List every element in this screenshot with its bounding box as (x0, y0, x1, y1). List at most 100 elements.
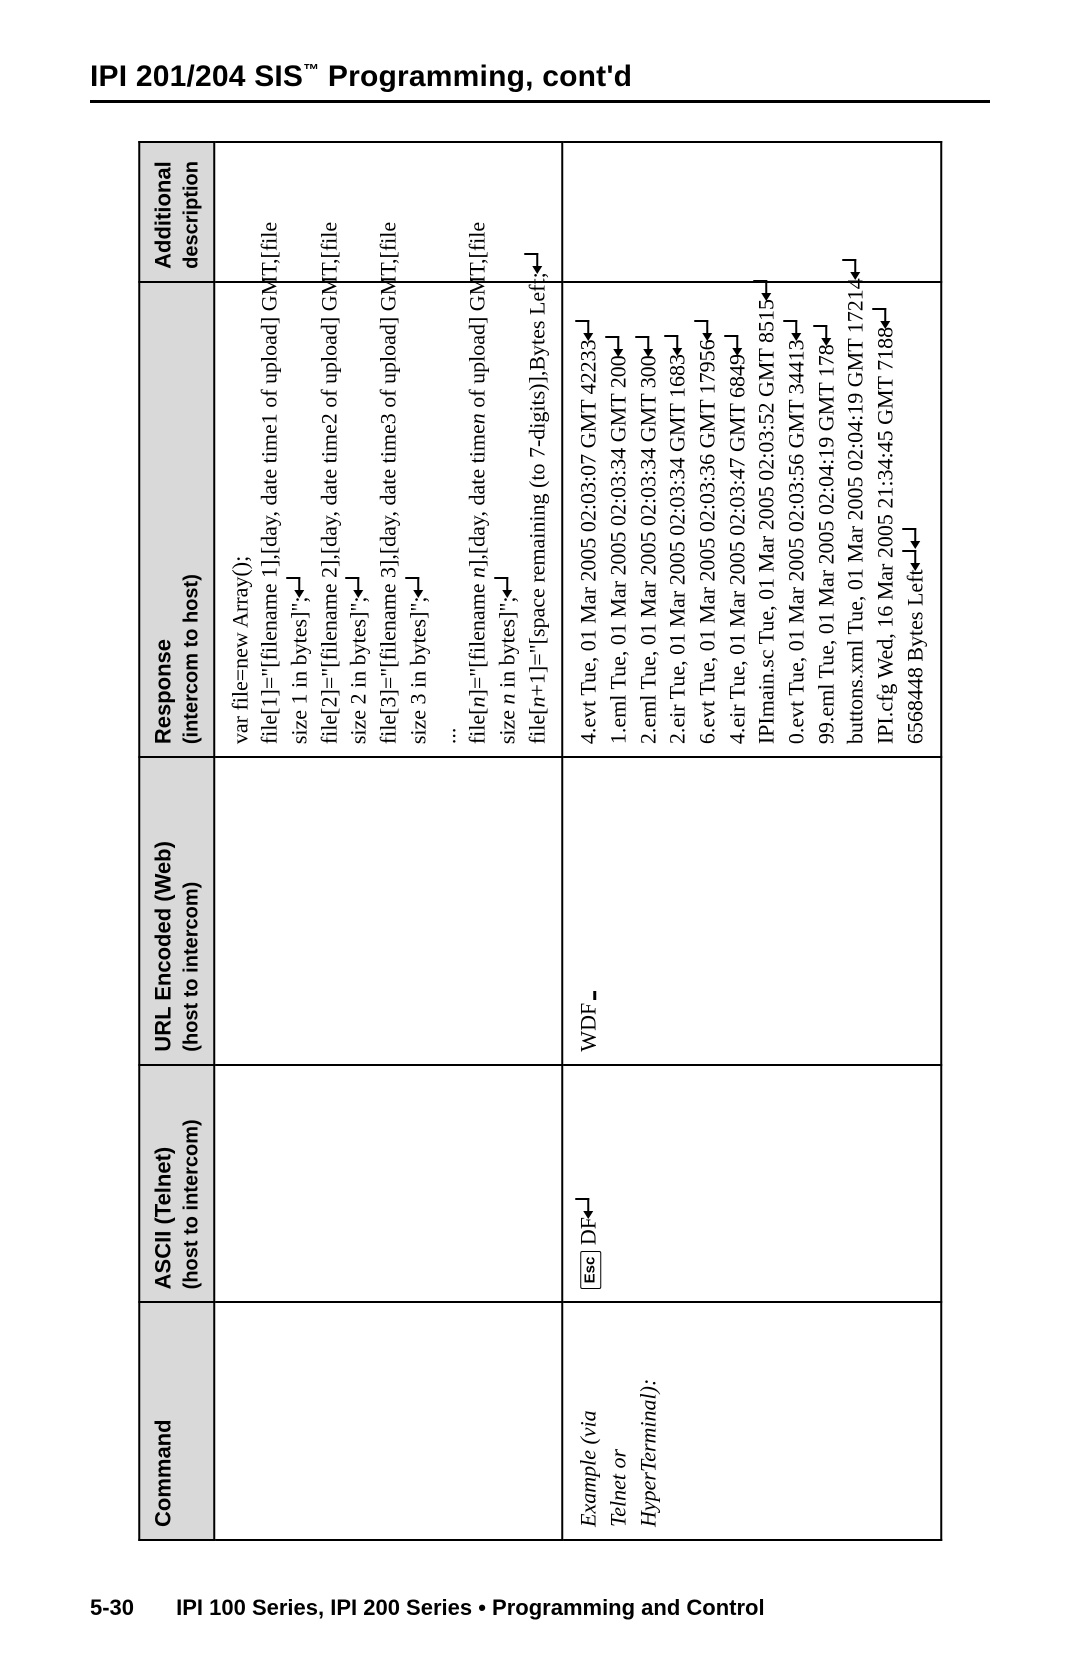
th-command-label: Command (150, 1419, 175, 1527)
return-icon (582, 317, 598, 339)
cell-example-response: 4.evt Tue, 01 Mar 2005 02:03:07 GMT 4223… (563, 282, 941, 757)
return-icon (730, 332, 746, 354)
file-line: 99.eml Tue, 01 Mar 2005 02:04:19 GMT 178 (811, 295, 841, 744)
resp-l1b: size 1 in bytes]"; (284, 295, 314, 744)
table-row-example: Example (via Telnet or HyperTerminal): E… (563, 142, 941, 1540)
t: ]="[filename (464, 578, 489, 697)
resp-l0: var file=new Array(); (225, 295, 255, 744)
file-line-text: 4.eir Tue, 01 Mar 2005 02:03:47 GMT 6849 (724, 354, 749, 744)
page-title: IPI 201/204 SIS™ Programming, cont'd (90, 60, 990, 103)
cell-url (214, 757, 563, 1065)
return-icon (700, 317, 716, 339)
cell-example-url: WDF (563, 757, 941, 1065)
file-line: 0.evt Tue, 01 Mar 2005 02:03:56 GMT 3441… (781, 295, 811, 744)
th-description-b: description (178, 155, 205, 269)
resp-l3b-text: size 3 in bytes]"; (405, 596, 430, 744)
file-line-text: 6.evt Tue, 01 Mar 2005 02:03:36 GMT 1795… (694, 339, 719, 744)
title-b: Programming, cont'd (319, 60, 632, 93)
t: file[ (464, 707, 489, 744)
file-line: 1.eml Tue, 01 Mar 2005 02:03:34 GMT 200 (603, 295, 633, 744)
th-url-b: (host to intercom) (178, 770, 205, 1052)
table-row-template: var file=new Array(); file[1]="[filename… (214, 142, 563, 1540)
file-line: 2.eml Tue, 01 Mar 2005 02:03:34 GMT 300 (633, 295, 663, 744)
n: n (494, 693, 519, 704)
resp-l1a: file[1]="[filename 1],[day, date time1 o… (255, 295, 285, 744)
resp-l3a: file[3]="[filename 3],[day, date time3 o… (373, 295, 403, 744)
cell-ascii (214, 1065, 563, 1303)
cell-example-description (563, 142, 941, 282)
cell-response-template: var file=new Array(); file[1]="[filename… (214, 282, 563, 757)
file-line-text: IPImain.sc Tue, 01 Mar 2005 02:03:52 GMT… (754, 299, 779, 744)
return-icon (352, 574, 368, 596)
file-line-text: IPI.cfg Wed, 16 Mar 2005 21:34:45 GMT 71… (872, 327, 897, 744)
return-icon (582, 1195, 598, 1217)
cell-example-label: Example (via Telnet or HyperTerminal): (563, 1302, 941, 1540)
file-line-text: 2.eir Tue, 01 Mar 2005 02:03:34 GMT 1683 (665, 354, 690, 744)
return-icon (411, 574, 427, 596)
return-icon (878, 305, 894, 327)
th-command: Command (139, 1302, 214, 1540)
return-icon (908, 525, 924, 547)
file-line: IPI.cfg Wed, 16 Mar 2005 21:34:45 GMT 71… (870, 295, 900, 744)
ex-b: Telnet or (603, 1315, 633, 1527)
return-icon (292, 574, 308, 596)
n: n (464, 567, 489, 578)
n: n (464, 696, 489, 707)
return-icon (819, 322, 835, 344)
t: in bytes]"; (494, 596, 519, 693)
n: n (524, 696, 549, 707)
table-header-row: Command ASCII (Telnet) (host to intercom… (139, 142, 214, 1540)
page-footer: 5-30 IPI 100 Series, IPI 200 Series • Pr… (90, 1595, 990, 1621)
resp-dots: ... (433, 295, 463, 744)
th-description-a: Additional (150, 161, 175, 269)
cell-command (214, 1302, 563, 1540)
file-line-text: 4.evt Tue, 01 Mar 2005 02:03:07 GMT 4223… (576, 339, 601, 744)
t: +1]="[space remaining (to 7-digits)],Byt… (524, 272, 549, 696)
resp-l1b-text: size 1 in bytes]"; (286, 596, 311, 744)
th-response-a: Response (150, 639, 175, 744)
file-line: buttons.xml Tue, 01 Mar 2005 02:04:19 GM… (841, 295, 871, 744)
t: file[ (524, 707, 549, 744)
th-response: Response (intercom to host) (139, 282, 214, 757)
th-ascii: ASCII (Telnet) (host to intercom) (139, 1065, 214, 1303)
bytes-left-line: 6568448 Bytes Left (900, 295, 930, 744)
return-icon (908, 547, 924, 569)
file-line: 6.evt Tue, 01 Mar 2005 02:03:36 GMT 1795… (692, 295, 722, 744)
th-description: Additional description (139, 142, 214, 282)
file-line-text: 99.eml Tue, 01 Mar 2005 02:04:19 GMT 178 (813, 344, 838, 744)
return-icon (789, 317, 805, 339)
file-line: 4.eir Tue, 01 Mar 2005 02:03:47 GMT 6849 (722, 295, 752, 744)
footer-text: IPI 100 Series, IPI 200 Series • Program… (176, 1595, 764, 1620)
th-ascii-a: ASCII (Telnet) (150, 1147, 175, 1290)
return-icon (500, 574, 516, 596)
t: of upload] GMT,[file (464, 222, 489, 413)
ex-c: HyperTerminal): (633, 1315, 663, 1527)
file-line-text: buttons.xml Tue, 01 Mar 2005 02:04:19 GM… (843, 278, 868, 744)
th-url: URL Encoded (Web) (host to intercom) (139, 757, 214, 1065)
file-line-text: 2.eml Tue, 01 Mar 2005 02:03:34 GMT 300 (635, 355, 660, 744)
return-icon (849, 256, 865, 278)
resp-l3b: size 3 in bytes]"; (403, 295, 433, 744)
esc-key-icon: Esc (581, 1251, 602, 1290)
resp-l2b-text: size 2 in bytes]"; (346, 596, 371, 744)
rotated-table-wrap: Command ASCII (Telnet) (host to intercom… (90, 131, 990, 1551)
url-wdf: WDF (576, 1003, 601, 1052)
file-line: IPImain.sc Tue, 01 Mar 2005 02:03:52 GMT… (752, 295, 782, 744)
t: size (494, 704, 519, 744)
th-url-a: URL Encoded (Web) (150, 841, 175, 1052)
command-table: Command ASCII (Telnet) (host to intercom… (138, 141, 942, 1541)
ex-a: Example (via (574, 1315, 604, 1527)
file-line-text: 0.evt Tue, 01 Mar 2005 02:03:56 GMT 3441… (783, 339, 808, 744)
resp-l2b: size 2 in bytes]"; (344, 295, 374, 744)
ascii-df: DF (576, 1217, 601, 1245)
th-ascii-b: (host to intercom) (178, 1078, 205, 1290)
return-icon (611, 333, 627, 355)
return-icon (530, 250, 546, 272)
footer-page-number: 5-30 (90, 1595, 170, 1621)
t: ],[day, date time (464, 424, 489, 567)
rotated-table: Command ASCII (Telnet) (host to intercom… (138, 141, 942, 1541)
file-line: 4.evt Tue, 01 Mar 2005 02:03:07 GMT 4223… (574, 295, 604, 744)
th-response-b: (intercom to host) (178, 295, 205, 744)
cursor-icon (594, 991, 597, 1000)
return-icon (671, 332, 687, 354)
